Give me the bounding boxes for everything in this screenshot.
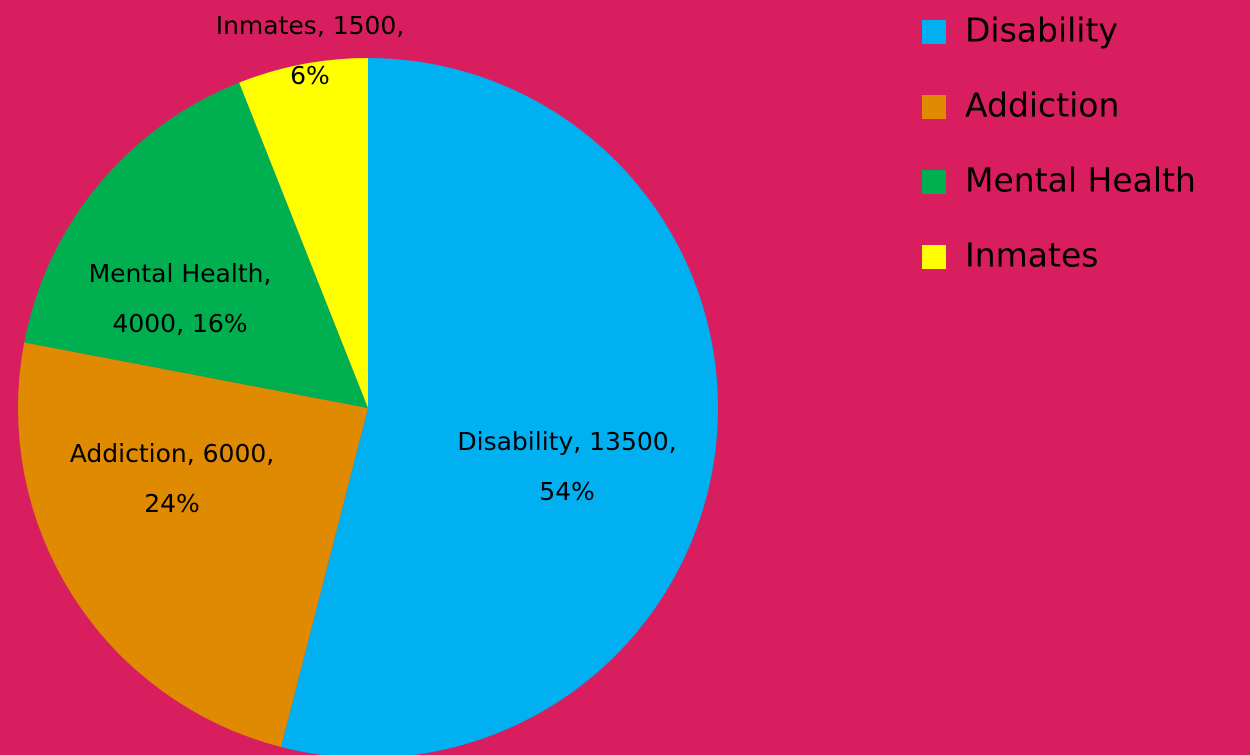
legend-label: Disability [965, 11, 1118, 50]
data-label: Disability, 13500, [457, 427, 676, 456]
pie-slice [239, 58, 368, 408]
legend-swatch [922, 20, 946, 44]
data-label: Addiction, 6000, [70, 439, 274, 468]
pie-slice [24, 82, 368, 408]
legend-label: Mental Health [965, 161, 1196, 200]
legend-swatch [922, 170, 946, 194]
pie-slice [280, 58, 718, 755]
data-label: 4000, 16% [112, 309, 247, 338]
data-label: Inmates, 1500, [216, 11, 405, 40]
data-label: 6% [290, 61, 330, 90]
data-label: 54% [539, 477, 595, 506]
pie-slice [17, 342, 369, 748]
legend-label: Addiction [965, 86, 1119, 125]
data-label: Mental Health, [89, 259, 272, 288]
data-label: 24% [144, 489, 200, 518]
legend-label: Inmates [965, 236, 1098, 275]
legend-swatch [922, 245, 946, 269]
legend-swatch [922, 95, 946, 119]
